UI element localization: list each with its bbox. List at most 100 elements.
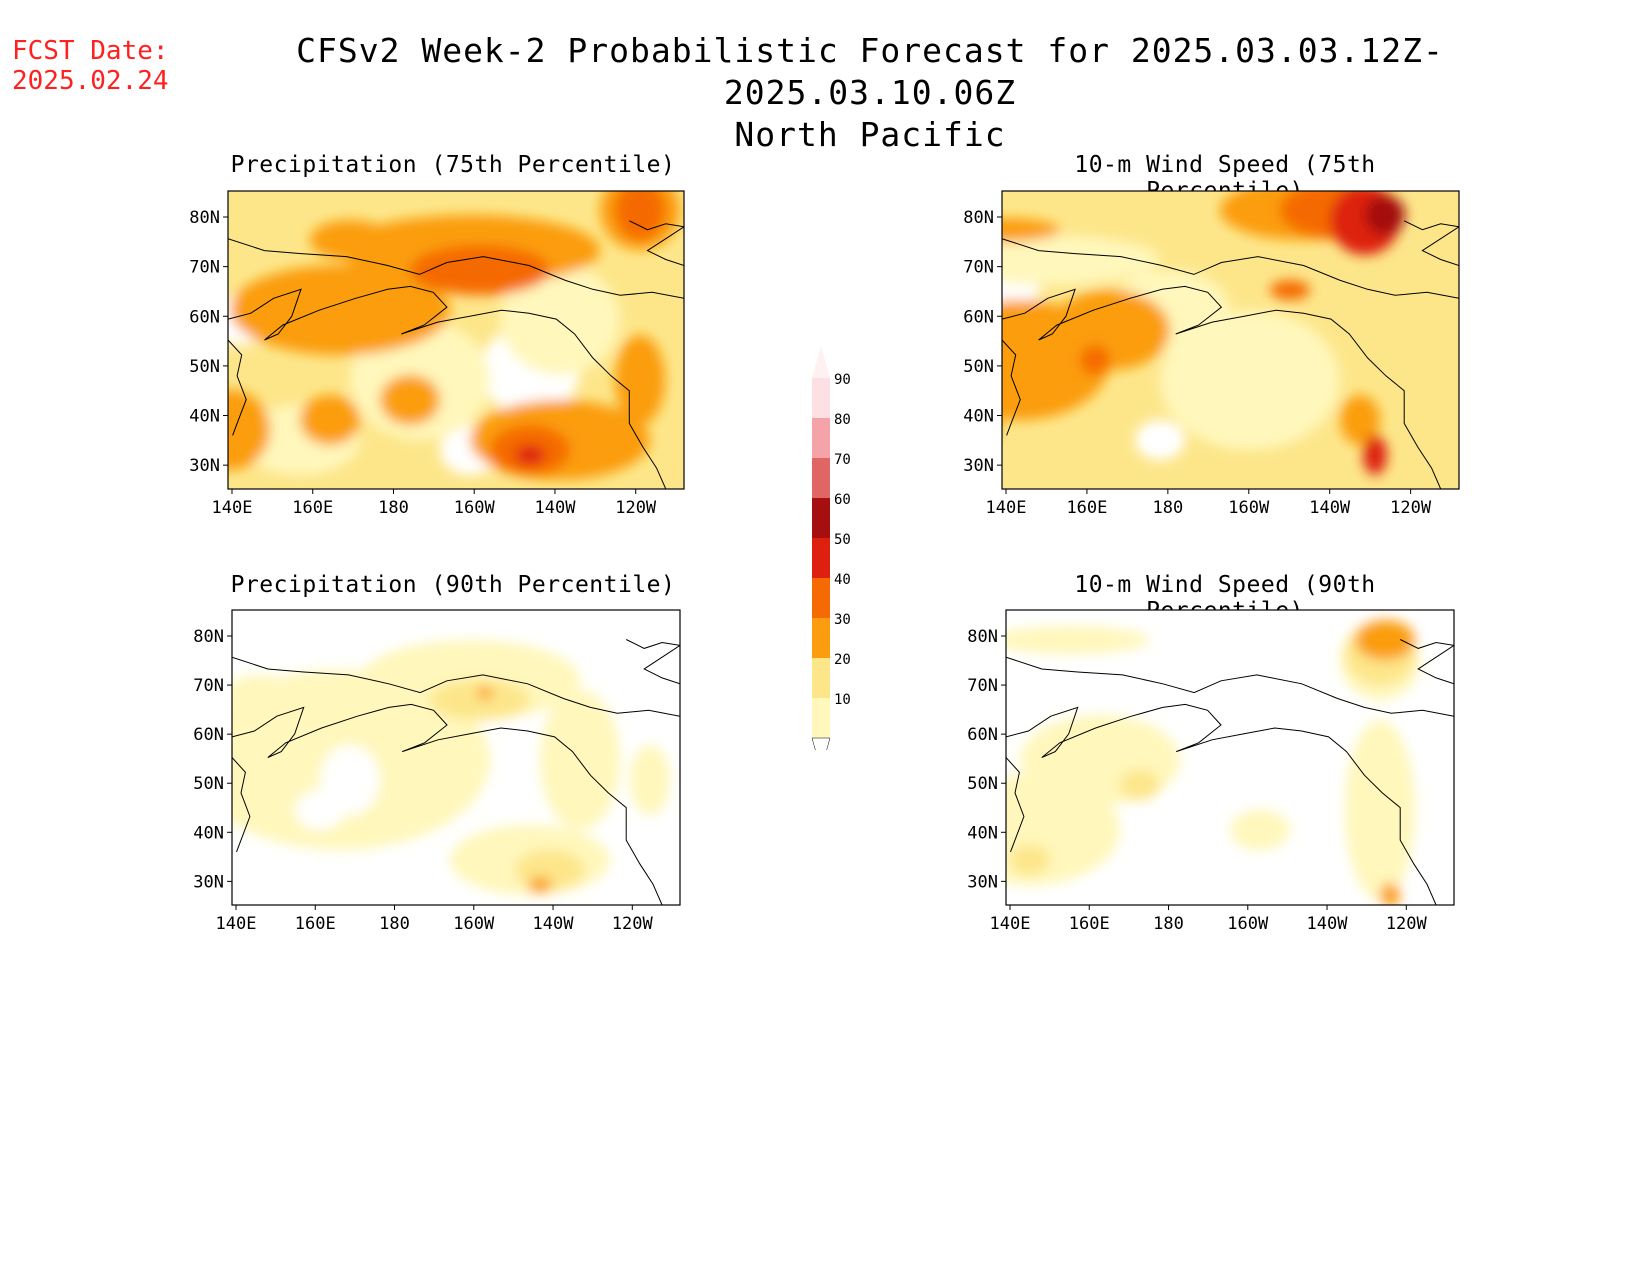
coastline	[232, 656, 680, 717]
coastline	[1403, 220, 1459, 266]
probability-area	[380, 375, 440, 425]
coastline	[629, 220, 684, 266]
map-frame	[231, 609, 681, 906]
probability-shading	[228, 191, 680, 480]
probability-area	[1160, 310, 1340, 450]
x-tick-label: 160E	[1069, 914, 1110, 934]
probability-area	[1002, 218, 1060, 242]
x-tick-label: 180	[378, 498, 409, 518]
coastline	[228, 238, 684, 299]
y-tick-label: 80N	[963, 208, 994, 228]
legend-label: 80	[834, 412, 851, 428]
coastline	[228, 339, 247, 436]
y-tick-label: 30N	[193, 872, 224, 892]
legend-label: 60	[834, 492, 851, 508]
x-tick-label: 120W	[612, 914, 654, 934]
x-tick-label: 180	[379, 914, 410, 934]
y-tick-label: 80N	[967, 627, 998, 647]
y-tick-label: 40N	[963, 407, 994, 427]
y-tick-label: 80N	[189, 208, 220, 228]
coastline	[1002, 238, 1459, 299]
color-legend: 90 80 70 60 50 40 30 20 10	[811, 346, 851, 750]
map-precip75	[228, 191, 684, 489]
probability-area	[528, 877, 552, 893]
coastline	[1006, 703, 1437, 905]
x-tick-label: 140E	[216, 914, 257, 934]
fcst-label: FCST Date:	[12, 36, 169, 66]
y-tick-label: 50N	[967, 774, 998, 794]
y-tick-label: 60N	[193, 725, 224, 745]
probability-area	[1345, 720, 1415, 900]
legend-swatch	[812, 618, 830, 658]
legend-swatch	[812, 498, 830, 538]
y-tick-label: 50N	[193, 774, 224, 794]
legend-swatch	[812, 698, 830, 738]
legend-label: 70	[834, 452, 851, 468]
y-tick-label: 30N	[963, 456, 994, 476]
panel-title-precip75: Precipitation (75th Percentile)	[230, 152, 676, 178]
probability-shading	[1002, 191, 1405, 475]
probability-area	[615, 191, 665, 240]
y-tick-label: 40N	[967, 823, 998, 843]
x-tick-label: 180	[1152, 498, 1183, 518]
x-tick-label: 140E	[212, 498, 253, 518]
legend-label: 10	[834, 692, 851, 708]
probability-area	[1355, 620, 1415, 660]
y-tick-label: 40N	[193, 823, 224, 843]
y-tick-label: 60N	[967, 725, 998, 745]
probability-area	[1080, 345, 1110, 375]
page-title: CFSv2 Week-2 Probabilistic Forecast for …	[180, 30, 1560, 156]
probability-area	[1380, 883, 1400, 905]
probability-area	[232, 675, 300, 725]
legend-swatch	[812, 418, 830, 458]
probability-area	[310, 220, 390, 260]
probability-shading	[1006, 620, 1420, 905]
map-wind75	[1002, 191, 1459, 489]
probability-area	[540, 690, 620, 830]
probability-area	[1230, 810, 1290, 850]
map-frame	[227, 190, 685, 490]
coastline	[1399, 639, 1454, 685]
probability-area	[1340, 395, 1380, 445]
y-tick-label: 50N	[963, 357, 994, 377]
coastline	[228, 285, 667, 489]
y-tick-label: 70N	[967, 676, 998, 696]
probability-area	[430, 680, 530, 720]
probability-area	[1002, 235, 1160, 285]
probability-area	[630, 745, 670, 815]
y-tick-label: 70N	[189, 258, 220, 278]
x-tick-label: 160E	[1066, 498, 1107, 518]
probability-area	[615, 335, 665, 425]
y-tick-label: 60N	[189, 307, 220, 327]
legend-swatch	[812, 538, 830, 578]
fcst-date: 2025.02.24	[12, 66, 169, 96]
legend-swatch	[812, 578, 830, 618]
x-tick-label: 160W	[453, 914, 495, 934]
panel-title-precip90: Precipitation (90th Percentile)	[230, 572, 676, 598]
x-tick-label: 160W	[1228, 498, 1270, 518]
legend-arrow-top	[812, 346, 830, 378]
probability-area	[300, 395, 360, 445]
probability-area	[1006, 626, 1150, 654]
x-tick-label: 120W	[1386, 914, 1428, 934]
region-subtitle: North Pacific	[734, 115, 1006, 154]
probability-area	[1270, 280, 1310, 300]
probability-area	[228, 390, 270, 470]
x-tick-label: 140E	[986, 498, 1027, 518]
legend-label: 30	[834, 612, 851, 628]
legend-swatch	[812, 378, 830, 418]
coastline	[232, 757, 251, 853]
x-tick-label: 140W	[1309, 498, 1351, 518]
x-tick-label: 120W	[1390, 498, 1432, 518]
x-tick-label: 140W	[533, 914, 575, 934]
y-tick-label: 30N	[967, 872, 998, 892]
forecast-date-label: FCST Date: 2025.02.24	[12, 36, 169, 96]
legend-label: 40	[834, 572, 851, 588]
y-tick-label: 70N	[193, 676, 224, 696]
legend-label: 50	[834, 532, 851, 548]
x-tick-label: 140W	[534, 498, 576, 518]
probability-area	[1120, 770, 1160, 800]
x-tick-label: 160W	[454, 498, 496, 518]
map-frame	[1005, 609, 1455, 906]
